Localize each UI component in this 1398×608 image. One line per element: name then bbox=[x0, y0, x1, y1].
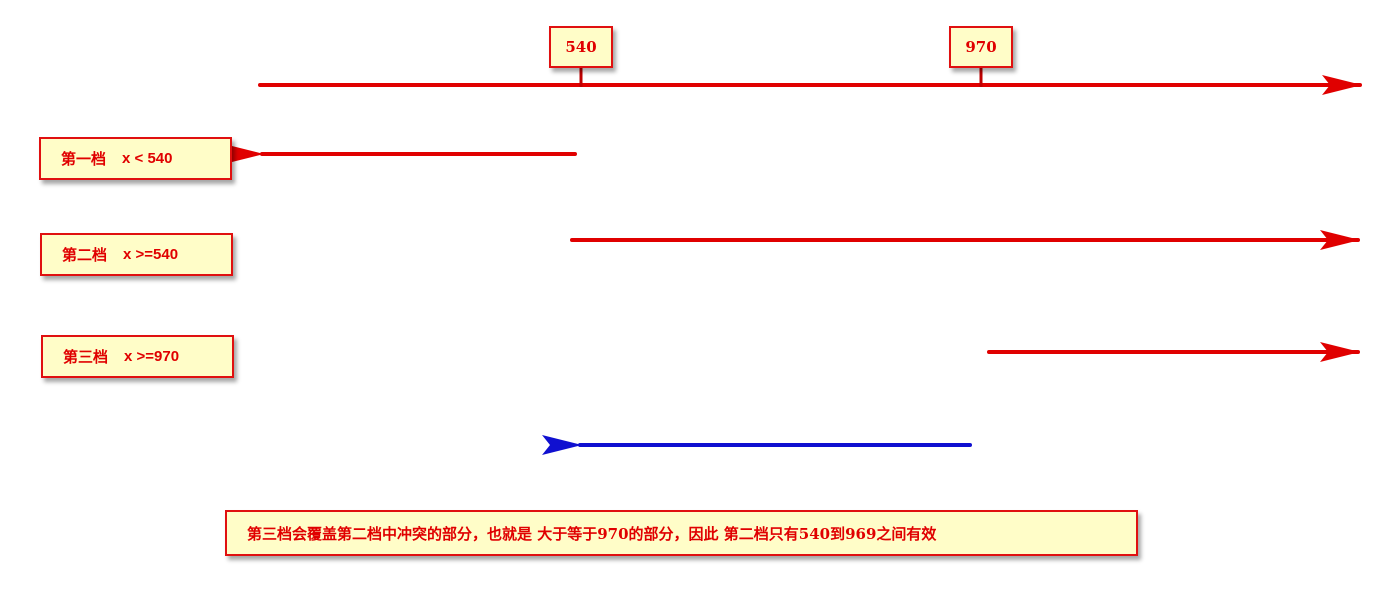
tier3-condition: x >=970 bbox=[124, 348, 180, 365]
tick-label-540: 540 bbox=[549, 26, 613, 68]
tier1-label: 第一档 bbox=[61, 150, 107, 168]
tier2-condition: x >=540 bbox=[123, 246, 179, 263]
tick-label-970-text: 970 bbox=[965, 38, 997, 56]
explanation-note: 第三档会覆盖第二档中冲突的部分，也就是 大于等于970的部分，因此 第二档只有5… bbox=[225, 510, 1138, 556]
explanation-note-text: 第三档会覆盖第二档中冲突的部分，也就是 大于等于970的部分，因此 第二档只有5… bbox=[247, 524, 937, 543]
tick-label-970: 970 bbox=[949, 26, 1013, 68]
tier1-box: 第一档 x < 540 bbox=[39, 137, 232, 180]
tier1-condition: x < 540 bbox=[122, 150, 173, 167]
tier2-label: 第二档 bbox=[62, 246, 108, 264]
tier3-label: 第三档 bbox=[63, 348, 109, 366]
tier3-box: 第三档 x >=970 bbox=[41, 335, 234, 378]
tier2-box: 第二档 x >=540 bbox=[40, 233, 233, 276]
tick-label-540-text: 540 bbox=[565, 38, 597, 56]
